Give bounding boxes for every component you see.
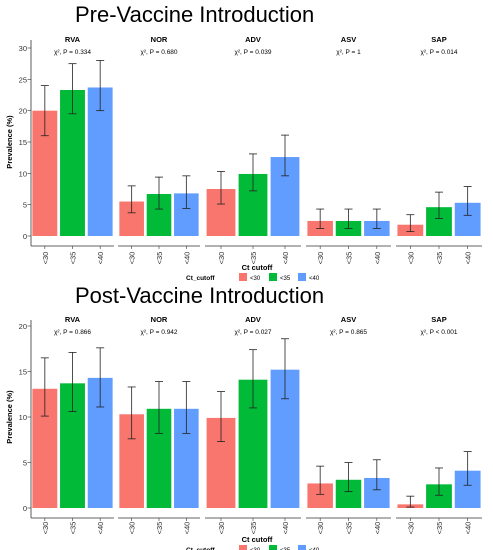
panel-stat-rva: χ², P = 0.334 [54,49,91,56]
legend-label: <35 [280,276,291,282]
x-tick-label: <40 [96,522,105,535]
legend-swatch [298,273,306,281]
y-tick-label: 10 [19,169,27,178]
legend-label: <40 [309,548,320,550]
x-tick-label: <35 [345,252,354,265]
x-tick-label: <35 [155,252,164,265]
x-tick-label: <30 [41,252,50,265]
x-tick-label: <35 [249,252,258,265]
y-tick-label: 25 [19,75,27,84]
bar-rva-2 [87,87,113,236]
x-tick-label: <30 [406,252,415,265]
y-tick-label: 0 [23,504,27,513]
panel-stat-sap: χ², P = 0.014 [420,49,457,56]
x-tick-label: <30 [217,252,226,265]
x-tick-label: <40 [96,252,105,265]
y-tick-label: 5 [23,459,27,468]
legend-swatch [298,545,306,550]
x-tick-label: <40 [464,252,473,265]
legend-label: <30 [250,548,261,550]
legend-swatch [269,545,277,550]
x-tick-label: <30 [217,522,226,535]
y-tick-label: 20 [19,322,27,331]
panel-stat-adv: χ², P = 0.027 [234,329,271,336]
legend-label: <35 [280,548,291,550]
legend-swatch [269,273,277,281]
panel-stat-rva: χ², P = 0.866 [54,329,91,336]
y-tick-label: 0 [23,232,27,241]
x-tick-label: <40 [281,522,290,535]
x-tick-label: <35 [435,522,444,535]
y-tick-label: 15 [19,368,27,377]
panel-title-nor: NOR [151,35,168,44]
x-tick-label: <40 [373,252,382,265]
x-tick-label: <40 [464,522,473,535]
panel-stat-asv: χ², P = 0.865 [330,329,367,336]
x-tick-label: <35 [155,522,164,535]
legend-title-1: Ct_cutoff [186,547,215,550]
bar-rva-1 [60,89,85,236]
bar-sap-1 [426,484,452,508]
panel-title-rva: RVA [65,315,81,324]
x-tick-label: <35 [249,522,258,535]
panel-stat-nor: χ², P = 0.680 [140,49,177,56]
x-axis-label-0: Ct cutoff [242,263,273,272]
panel-stat-adv: χ², P = 0.039 [234,49,271,56]
x-tick-label: <30 [128,252,137,265]
y-tick-label: 15 [19,138,27,147]
x-tick-label: <30 [406,522,415,535]
x-tick-label: <35 [69,522,78,535]
panel-title-sap: SAP [431,315,446,324]
x-tick-label: <35 [69,252,78,265]
legend-label: <30 [250,276,261,282]
panel-title-rva: RVA [65,35,81,44]
y-axis-label-1: Prevalence (%) [5,390,14,444]
x-tick-label: <40 [182,252,191,265]
legend-title-0: Ct_cutoff [186,275,215,282]
panel-stat-sap: χ², P < 0.001 [420,329,457,336]
panel-title-adv: ADV [245,315,261,324]
panel-title-asv: ASV [341,315,356,324]
legend-label: <40 [309,276,320,282]
x-tick-label: <40 [182,522,191,535]
panel-stat-nor: χ², P = 0.942 [140,329,177,336]
panel-title-sap: SAP [431,35,446,44]
y-tick-label: 30 [19,44,27,53]
x-tick-label: <40 [281,252,290,265]
x-tick-label: <30 [316,522,325,535]
x-tick-label: <30 [316,252,325,265]
panel-title-nor: NOR [151,315,168,324]
y-axis-label-0: Prevalence (%) [5,115,14,169]
panel-stat-asv: χ², P = 1 [336,49,361,56]
x-tick-label: <30 [41,522,50,535]
legend-swatch [239,273,247,281]
y-tick-label: 20 [19,107,27,116]
panel-title-asv: ASV [341,35,356,44]
y-tick-label: 10 [19,413,27,422]
x-tick-label: <30 [128,522,137,535]
legend-swatch [239,545,247,550]
chart-title-0: Pre-Vaccine Introduction [75,2,314,27]
x-tick-label: <40 [373,522,382,535]
x-axis-label-1: Ct cutoff [242,535,273,544]
y-tick-label: 5 [23,201,27,210]
panel-title-adv: ADV [245,35,261,44]
x-tick-label: <35 [345,522,354,535]
chart-title-1: Post-Vaccine Introduction [75,283,324,308]
x-tick-label: <35 [435,252,444,265]
